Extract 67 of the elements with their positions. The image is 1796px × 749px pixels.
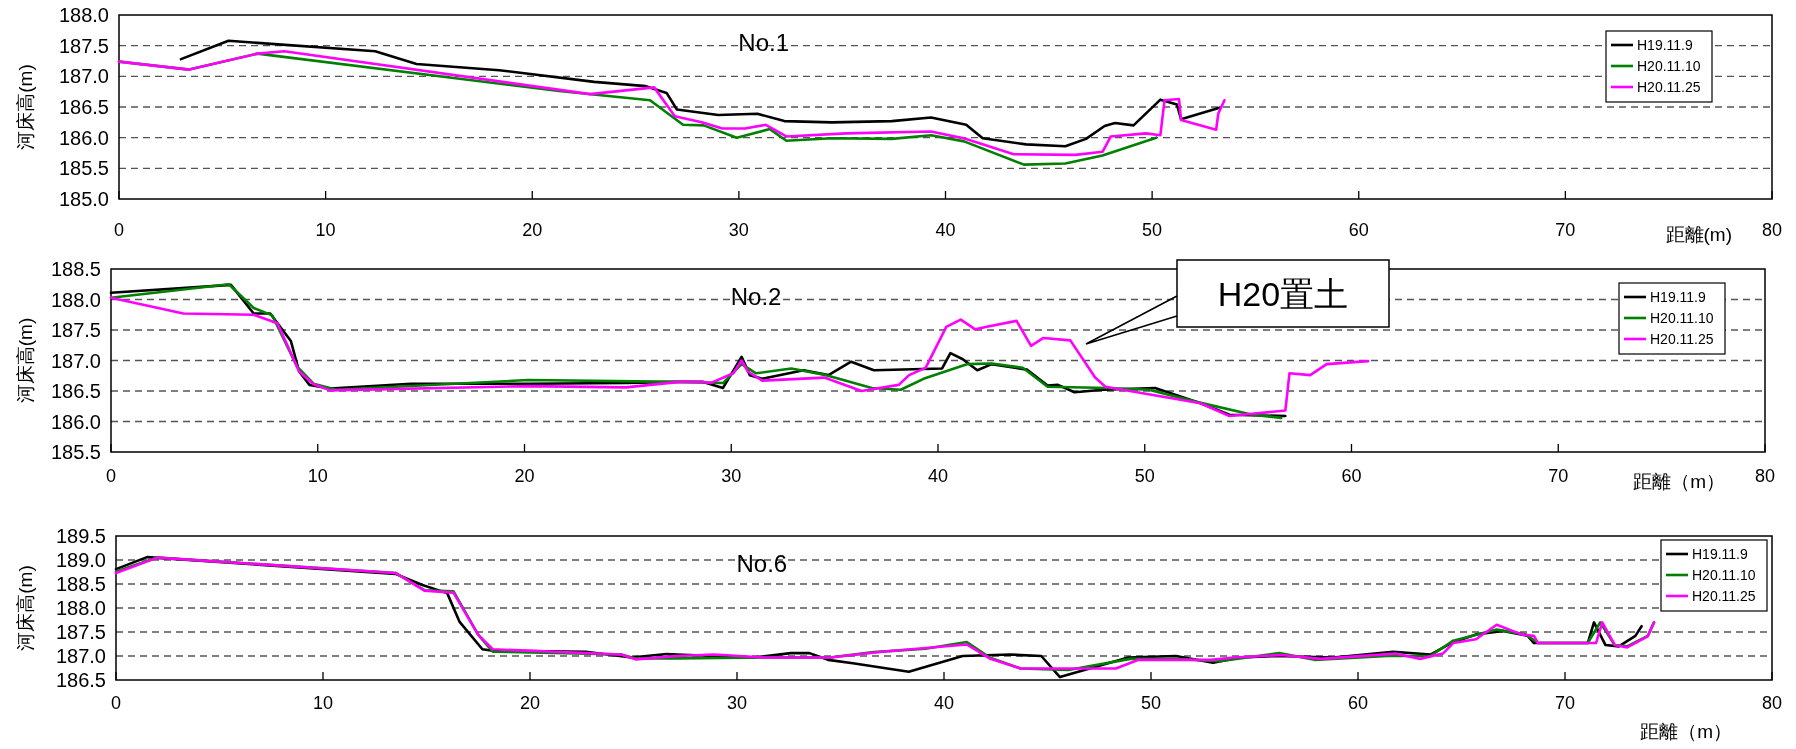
x-tick-label: 80 [1761,220,1783,240]
text: No.6 [736,550,788,577]
x-tick-label: 10 [312,693,334,713]
x-tick-label: 30 [721,466,742,486]
x-tick-label: 50 [1142,220,1163,240]
text: No.2 [730,283,782,310]
y-tick-label: 187.5 [50,319,101,341]
x-tick-label: 70 [1548,466,1569,486]
y-tick-label: 186.5 [55,669,106,691]
x-tick-label: 30 [726,693,748,713]
x-tick-label: 10 [315,220,336,240]
legend-label: H20.11.25 [1692,588,1756,604]
y-tick-label: 185.0 [58,188,109,210]
x-tick-label: 20 [519,693,541,713]
x-axis-title: 距離（m） [1640,721,1732,742]
x-tick-label: 20 [522,220,543,240]
annotation: H20置土 [1217,274,1349,313]
y-tick-label: 186.5 [58,96,109,118]
text: No.1 [738,29,790,56]
y-tick-label: 187.0 [55,645,106,667]
legend-label: H20.11.10 [1692,567,1756,583]
x-tick-label: 80 [1754,466,1776,486]
legend-label: H20.11.25 [1650,331,1714,347]
legend-label: H19.11.9 [1650,289,1706,305]
legend-label: H19.11.9 [1637,37,1693,53]
y-tick-label: 187.5 [55,621,106,643]
y-tick-label: 188.5 [55,573,106,595]
y-tick-label: 187.0 [50,349,101,372]
x-tick-label: 60 [1348,220,1369,240]
x-tick-label: 20 [514,466,535,486]
legend-label: H19.11.9 [1692,546,1748,562]
y-tick-label: 188.0 [55,597,106,619]
x-tick-label: 60 [1341,466,1362,486]
x-tick-label: 80 [1761,693,1783,713]
x-tick-label: 0 [105,466,117,486]
y-tick-label: 189.5 [55,525,106,547]
y-tick-label: 186.5 [50,380,101,402]
x-axis-title: 距離(m) [1665,224,1732,245]
x-tick-label: 40 [927,466,949,486]
x-tick-label: 50 [1140,693,1162,713]
legend-label: H20.11.25 [1637,79,1701,95]
y-tick-label: 188.0 [50,288,101,311]
x-tick-label: 60 [1347,693,1369,713]
x-tick-label: 10 [307,466,328,486]
y-axis-title: 河床高(m) [15,64,36,150]
y-tick-label: 187.0 [58,65,109,88]
y-axis-title: 河床高(m) [15,317,36,404]
x-tick-label: 0 [110,693,122,713]
x-tick-label: 70 [1555,220,1576,240]
x-axis-title: 距離（m） [1633,471,1725,492]
legend-label: H20.11.10 [1637,58,1701,74]
y-axis-title: 河床高(m) [15,565,36,651]
y-tick-label: 189.0 [55,549,106,571]
y-tick-label: 185.5 [50,441,101,463]
x-tick-label: 30 [728,220,749,240]
y-tick-label: 186.0 [58,126,109,149]
y-tick-label: 186.0 [50,410,101,433]
x-tick-label: 40 [933,693,955,713]
x-tick-label: 50 [1134,466,1155,486]
x-tick-label: 40 [935,220,956,240]
y-tick-label: 188.0 [58,4,109,26]
y-tick-label: 185.5 [58,157,109,180]
x-tick-label: 0 [113,220,125,240]
x-tick-label: 70 [1554,693,1576,713]
y-tick-label: 188.5 [50,258,101,280]
legend-label: H20.11.10 [1650,310,1714,326]
y-tick-label: 187.5 [58,34,109,57]
